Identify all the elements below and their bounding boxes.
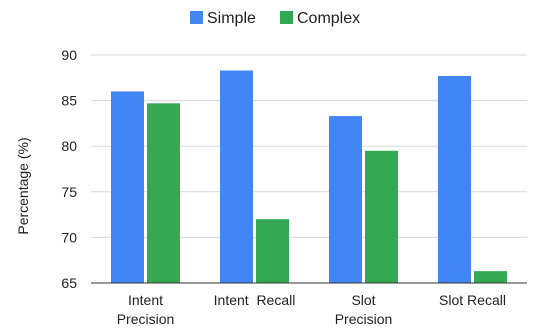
y-tick-label: 65 — [61, 275, 77, 291]
bar-simple — [438, 75, 471, 283]
y-tick-label: 75 — [61, 184, 77, 200]
x-category-label: Slot Recall — [439, 292, 506, 308]
x-category-label: Precision — [117, 311, 175, 327]
bar-simple — [329, 116, 362, 283]
bar-simple — [111, 91, 144, 283]
legend-swatch-simple — [190, 11, 203, 24]
y-tick-label: 80 — [61, 138, 77, 154]
bars — [111, 70, 507, 283]
legend-label-complex: Complex — [297, 10, 360, 27]
bar-complex — [147, 103, 180, 283]
bar-complex — [474, 271, 507, 283]
x-category-label: Intent — [128, 292, 163, 308]
y-tick-label: 85 — [61, 93, 77, 109]
x-category-label: Intent Recall — [214, 292, 296, 308]
x-category-label: Precision — [335, 311, 393, 327]
legend-label-simple: Simple — [207, 10, 256, 27]
y-tick-label: 70 — [61, 229, 77, 245]
axes: 65 70 75 80 85 90 Intent Precision Intent Recall… — [61, 47, 527, 327]
legend-swatch-complex — [280, 11, 293, 24]
y-axis-title: Percentage (%) — [15, 137, 31, 234]
y-tick-label: 90 — [61, 47, 77, 63]
bar-complex — [256, 219, 289, 283]
x-category-label: Slot — [351, 292, 375, 308]
legend: Simple Complex — [190, 10, 360, 27]
bar-complex — [365, 150, 398, 283]
bar-simple — [220, 70, 253, 283]
